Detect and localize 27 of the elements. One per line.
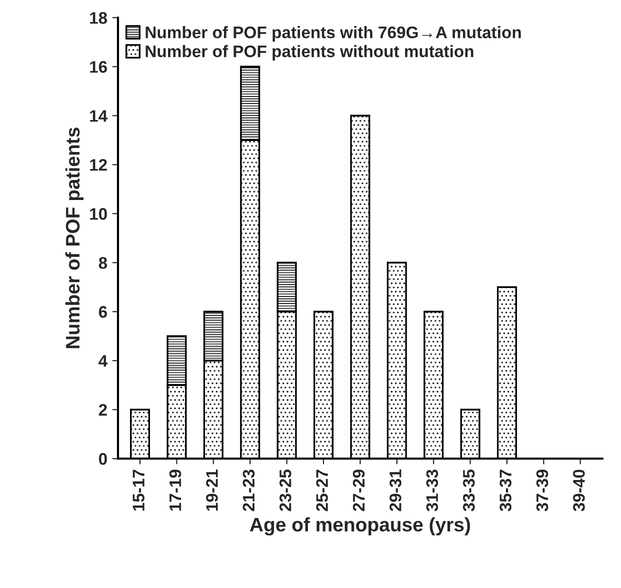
x-tick-label: 35-37 [500,470,512,512]
y-tick-label: 0 [98,453,107,465]
x-tick-label: 37-39 [536,470,548,512]
x-tick-label: 29-31 [390,470,402,512]
x-tick-label: 17-19 [169,470,182,511]
x-tick-label: 25-27 [316,470,328,512]
y-tick-label: 16 [90,61,107,73]
y-tick-label: 10 [90,208,107,220]
legend-label: Number of POF patients without mutation [146,45,474,61]
x-tick-label: 39-40 [573,470,585,512]
x-tick-label: 15-17 [132,470,144,511]
x-tick-label: 33-35 [462,470,475,512]
y-tick-label: 14 [90,110,108,122]
y-tick-label: 12 [90,159,107,171]
y-tick-label: 8 [98,257,108,269]
y-axis-title: Number of POF patients [65,128,84,348]
y-tick-label: 4 [98,355,108,367]
y-tick-label: 2 [98,404,107,416]
x-tick-label: 31-33 [426,470,438,512]
x-tick-label: 21-23 [242,470,255,512]
x-tick-label: 27-29 [352,470,365,512]
legend-label: Number of POF patients with 769G→A mutation [146,26,521,42]
x-tick-label: 19-21 [206,470,218,511]
x-tick-label: 23-25 [279,470,292,512]
y-tick-label: 6 [98,306,107,318]
x-axis-title: Age of menopause (yrs) [250,517,470,536]
y-tick-label: 18 [90,12,108,24]
